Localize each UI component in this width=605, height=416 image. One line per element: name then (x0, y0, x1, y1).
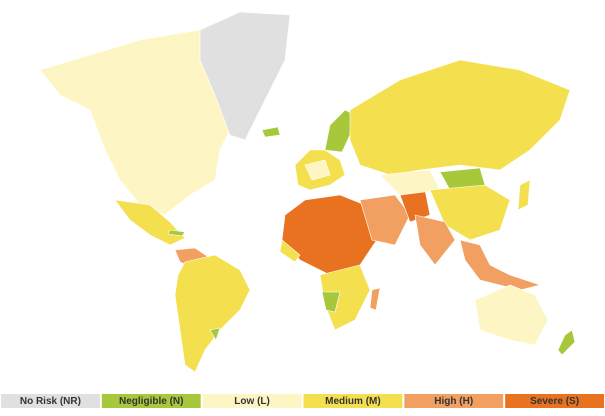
legend-swatch (1, 394, 100, 408)
legend-swatch (303, 394, 403, 408)
russia (349, 59, 571, 176)
map (39, 11, 576, 373)
india (414, 214, 456, 266)
legend-label: Severe (S) (530, 396, 579, 407)
madagascar (369, 287, 381, 311)
new-zealand (557, 329, 576, 356)
southern-africa-green (321, 291, 341, 313)
legend-label: No Risk (NR) (20, 396, 81, 407)
japan (517, 179, 531, 211)
greenland (199, 11, 291, 141)
southeast-asia (459, 239, 542, 291)
legend-label: High (H) (434, 396, 473, 407)
australia (474, 284, 549, 346)
mexico (114, 199, 186, 246)
north-america (39, 29, 251, 216)
legend: No Risk (NR) Negligible (N) Low (L) Medium … (1, 394, 604, 408)
south-america (174, 254, 251, 373)
legend-label: Low (L) (234, 396, 270, 407)
legend-label: Medium (M) (325, 396, 381, 407)
sahel-medium (279, 239, 301, 263)
western-europe (304, 159, 331, 181)
uruguay (209, 327, 221, 341)
legend-label: Negligible (N) (119, 396, 183, 407)
legend-swatch (101, 394, 201, 408)
legend-swatch (505, 394, 604, 408)
legend-swatch (202, 394, 302, 408)
legend-swatch (404, 394, 504, 408)
iceland (261, 126, 281, 138)
middle-east (359, 194, 411, 246)
caribbean (167, 229, 186, 237)
